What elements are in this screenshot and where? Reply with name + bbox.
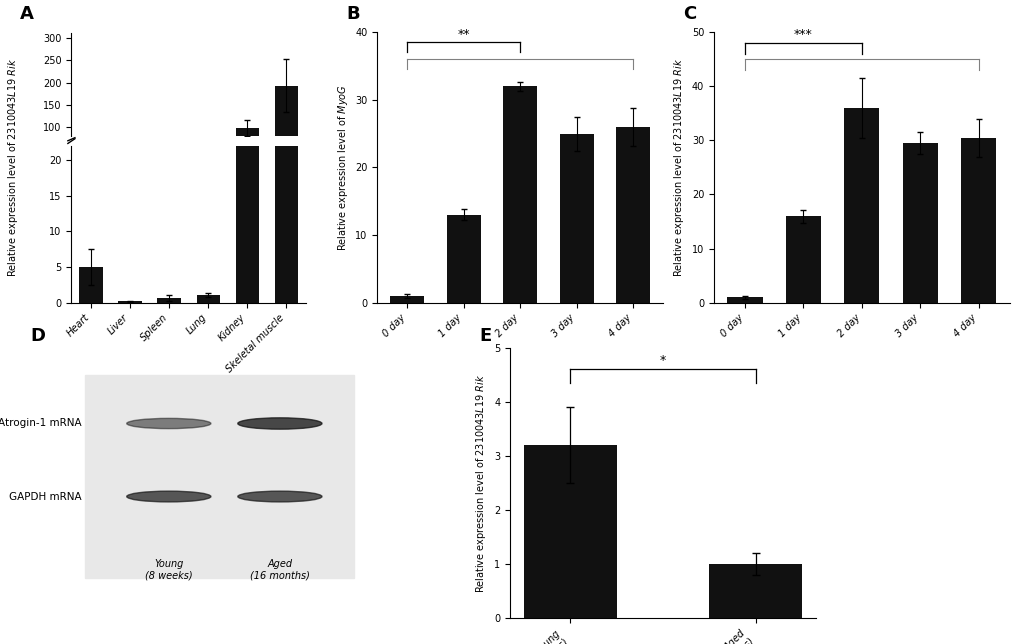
Bar [615,127,649,303]
Bar [902,143,937,303]
Bar [559,134,593,303]
Text: GAPDH mRNA: GAPDH mRNA [8,491,82,502]
Ellipse shape [237,418,322,429]
Y-axis label: Relative expression level of $\it{2310043L19\ Rik}$: Relative expression level of $\it{231004… [672,58,686,277]
Text: B: B [346,5,360,23]
Bar [235,0,259,303]
Y-axis label: Relative expression level of $\it{MyoG}$: Relative expression level of $\it{MyoG}$ [335,84,350,251]
Bar [197,295,220,303]
Text: D: D [31,327,46,345]
Bar [524,445,616,618]
Bar [844,108,878,303]
Bar [390,296,424,303]
Bar [960,138,996,303]
Text: ***: *** [793,28,812,41]
Text: Aged
(16 months): Aged (16 months) [250,559,310,580]
Bar [446,215,480,303]
Text: *: * [659,354,665,366]
Bar [727,298,762,303]
Bar [79,267,103,303]
Ellipse shape [237,491,322,502]
Bar [274,86,298,172]
Text: Young
(8 weeks): Young (8 weeks) [145,559,193,580]
Text: **: ** [458,28,470,41]
Bar [502,86,537,303]
Text: A: A [20,5,35,23]
Ellipse shape [126,419,211,429]
Y-axis label: Relative expression level of $\it{2310043L19\ Rik}$: Relative expression level of $\it{231004… [474,374,488,592]
Ellipse shape [126,491,211,502]
Bar [708,564,801,618]
Text: Atrogin-1 mRNA: Atrogin-1 mRNA [0,419,82,428]
Bar [785,216,820,303]
Bar [118,301,142,303]
Bar [85,375,354,578]
Text: E: E [479,327,491,345]
Bar [157,298,180,303]
Bar [235,128,259,172]
Text: C: C [683,5,696,23]
Text: Relative expression level of $\it{2310043L19\ Rik}$: Relative expression level of $\it{231004… [6,58,20,277]
Bar [274,0,298,303]
Bar [79,169,103,172]
